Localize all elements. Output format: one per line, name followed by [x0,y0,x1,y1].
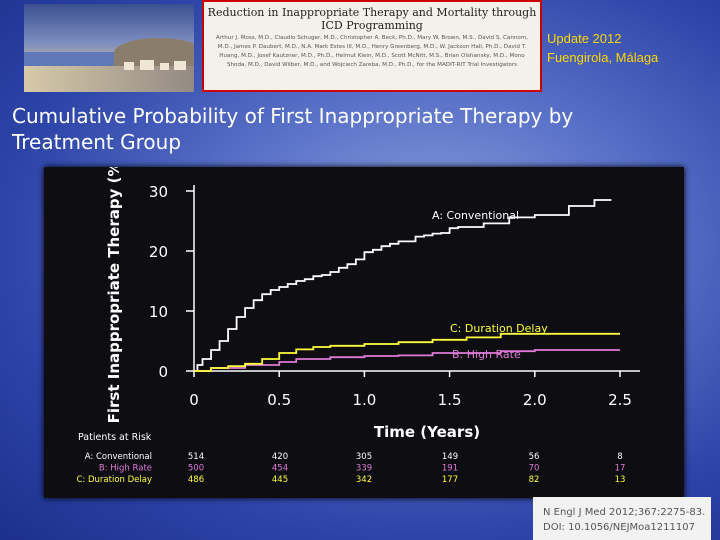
series-line-high-rate [194,349,620,372]
series-line-duration-delay [194,332,620,372]
update-label: Update 2012 Fuengirola, Málaga [547,29,658,67]
x-tick-label: 0.5 [267,391,291,409]
risk-table-cell: 149 [442,452,458,462]
risk-table-cell: 82 [529,475,540,485]
risk-table-row-label: A: Conventional [85,452,152,462]
line-label-duration-delay: C: Duration Delay [450,322,548,335]
risk-table-cell: 420 [272,452,288,462]
x-tick-label: 1.0 [352,391,376,409]
slide-title: Cumulative Probability of First Inapprop… [12,104,574,154]
citation-line-1: N Engl J Med 2012;367:2275-83. [543,507,706,518]
y-tick-label: 10 [149,303,168,321]
beach-photo [24,4,194,92]
risk-table-cell: 342 [356,475,372,485]
risk-table-cell: 445 [272,475,288,485]
y-axis-label: First Inappropriate Therapy (%) [105,167,123,423]
line-label-high-rate: B: High Rate [452,348,521,361]
risk-table-cell: 56 [529,452,540,462]
risk-table-cell: 8 [617,452,622,462]
x-tick-label: 1.5 [438,391,462,409]
risk-table-cell: 177 [442,475,458,485]
chart-panel: 0 10 20 30 0 0.5 1.0 1.5 2.0 2.5 Time (Years) First… [44,167,684,498]
series-line-conventional [194,199,612,372]
article-authors: Arthur J. Moss, M.D., Claudio Schuger, M… [215,35,529,68]
risk-table-row-label: C: Duration Delay [77,475,153,485]
update-line-2: Fuengirola, Málaga [547,50,659,65]
risk-table-cell: 70 [529,464,540,474]
y-tick-label: 30 [149,183,168,201]
citation-line-2: DOI: 10.1056/NEJMoa1211107 [543,522,695,533]
line-label-conventional: A: Conventional [432,209,519,222]
risk-table-heading: Patients at Risk [78,432,152,443]
risk-table-cell: 305 [356,452,372,462]
article-title: Reduction in Inappropriate Therapy and M… [207,6,537,32]
x-tick-label: 2.5 [608,391,632,409]
x-axis-label: Time (Years) [374,423,480,441]
article-banner: Reduction in Inappropriate Therapy and M… [202,0,542,92]
risk-table-cell: 17 [615,464,626,474]
y-tick-label: 20 [149,243,168,261]
x-tick-label: 2.0 [523,391,547,409]
y-tick-label: 0 [158,363,168,381]
risk-table-row-label: B: High Rate [99,464,152,474]
risk-table-cell: 454 [272,464,288,474]
x-tick-label: 0 [189,391,199,409]
risk-table-cell: 13 [615,475,626,485]
risk-table-cell: 500 [188,464,204,474]
km-chart: 0 10 20 30 0 0.5 1.0 1.5 2.0 2.5 Time (Years) First… [77,167,640,485]
risk-table-cell: 191 [442,464,458,474]
update-line-1: Update 2012 [547,31,622,46]
citation-box: N Engl J Med 2012;367:2275-83. DOI: 10.1… [533,497,711,540]
risk-table-cell: 514 [188,452,204,462]
risk-table-cell: 339 [356,464,372,474]
risk-table-cell: 486 [188,475,204,485]
